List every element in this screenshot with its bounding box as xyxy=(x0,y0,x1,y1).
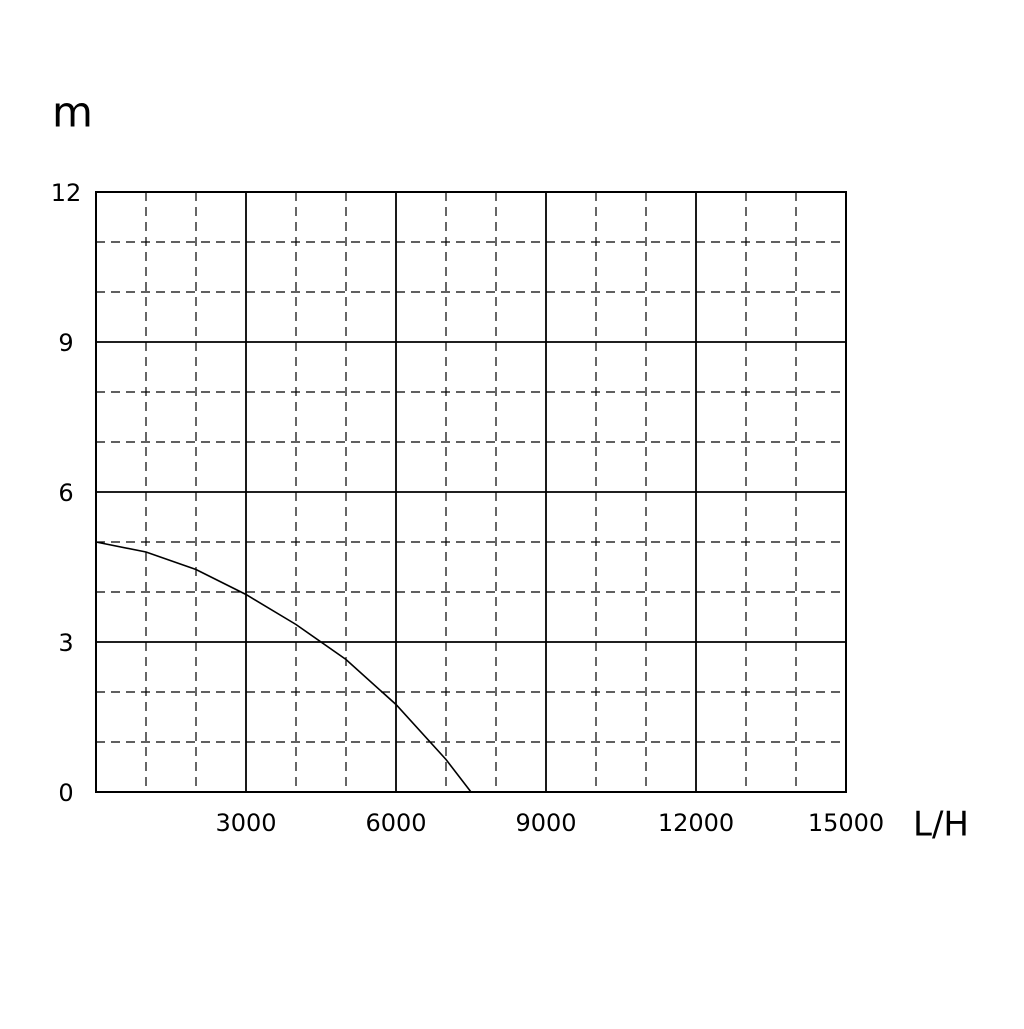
x-axis-label: L/H xyxy=(913,805,969,845)
x-tick-label: 9000 xyxy=(515,809,576,837)
y-tick-label: 6 xyxy=(58,479,73,507)
y-tick-label: 9 xyxy=(58,329,73,357)
y-axis-label: m xyxy=(52,88,93,137)
y-tick-label: 3 xyxy=(58,629,73,657)
line-series xyxy=(95,541,472,793)
y-tick-label: 12 xyxy=(51,179,82,207)
x-tick-label: 15000 xyxy=(808,809,884,837)
x-tick-label: 3000 xyxy=(215,809,276,837)
y-tick-label: 0 xyxy=(58,779,73,807)
x-tick-label: 6000 xyxy=(365,809,426,837)
x-tick-label: 12000 xyxy=(658,809,734,837)
